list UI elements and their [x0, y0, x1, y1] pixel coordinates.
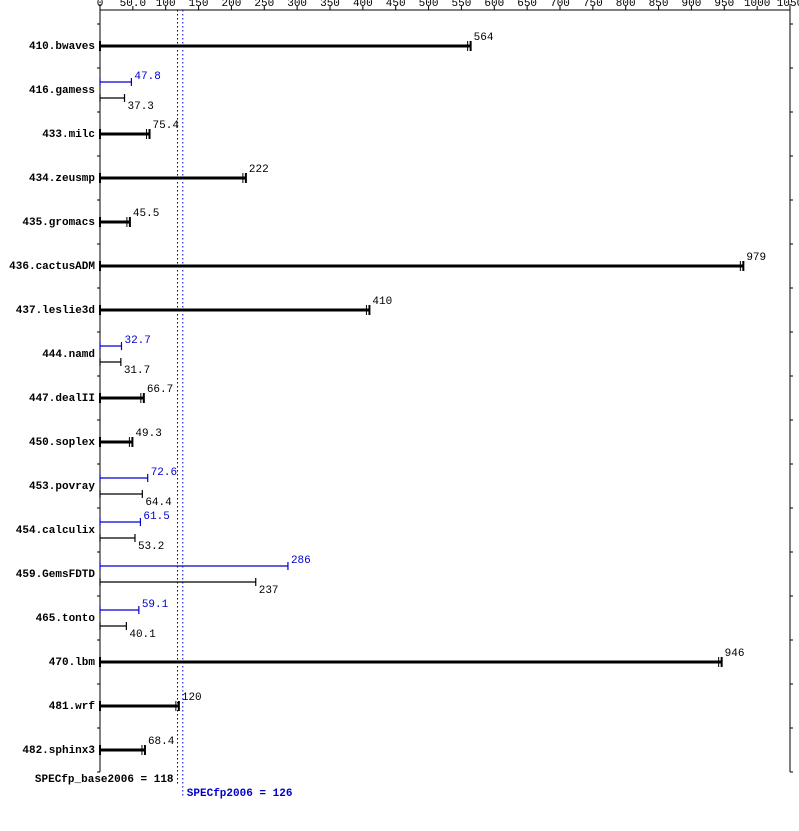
summary-base-label: SPECfp_base2006 = 118 — [35, 774, 174, 786]
base-value-label: 45.5 — [133, 208, 159, 220]
benchmark-label: 482.sphinx3 — [22, 745, 95, 757]
base-value-label: 37.3 — [128, 101, 154, 113]
base-value-label: 40.1 — [129, 629, 156, 641]
x-axis-tick-label: 150 — [189, 0, 209, 10]
x-axis-tick-label: 100 — [156, 0, 176, 10]
base-value-label: 237 — [259, 585, 279, 597]
peak-value-label: 47.8 — [134, 71, 160, 83]
peak-value-label: 286 — [291, 555, 311, 567]
peak-value-label: 59.1 — [142, 599, 169, 611]
x-axis-tick-label: 950 — [714, 0, 734, 10]
x-axis-tick-label: 650 — [517, 0, 537, 10]
base-value-label: 49.3 — [135, 428, 161, 440]
benchmark-label: 433.milc — [42, 129, 95, 141]
base-value-label: 410 — [372, 296, 392, 308]
base-value-label: 564 — [474, 32, 494, 44]
x-axis-tick-label: 750 — [583, 0, 603, 10]
benchmark-label: 434.zeusmp — [29, 173, 95, 185]
peak-value-label: 61.5 — [143, 511, 169, 523]
x-axis-tick-label: 700 — [550, 0, 570, 10]
benchmark-label: 444.namd — [42, 349, 95, 361]
benchmark-label: 416.gamess — [29, 85, 95, 97]
base-value-label: 75.4 — [153, 120, 180, 132]
x-axis-tick-label: 300 — [287, 0, 307, 10]
base-value-label: 946 — [725, 648, 745, 660]
benchmark-label: 450.soplex — [29, 437, 95, 449]
x-axis-tick-label: 600 — [484, 0, 504, 10]
x-axis-tick-label: 400 — [353, 0, 373, 10]
specfp-chart: 0 50.0 100 150 200 250 300 350 400 450 500 550 600 65… — [0, 0, 799, 831]
benchmark-label: 410.bwaves — [29, 41, 95, 53]
x-axis-tick-label: 350 — [320, 0, 340, 10]
benchmark-label: 447.dealII — [29, 393, 95, 405]
x-axis-tick-label: 500 — [419, 0, 439, 10]
benchmark-label: 454.calculix — [16, 525, 96, 537]
x-axis-tick-label: 800 — [616, 0, 636, 10]
x-axis-tick-label: 1000 — [744, 0, 770, 10]
x-axis-tick-label: 200 — [222, 0, 242, 10]
chart-canvas: 0 50.0 100 150 200 250 300 350 400 450 500 550 600 65… — [0, 0, 799, 831]
x-axis-tick-label: 1050 — [777, 0, 799, 10]
benchmark-label: 437.leslie3d — [16, 305, 95, 317]
x-axis-tick-label: 550 — [452, 0, 472, 10]
benchmark-label: 465.tonto — [36, 613, 96, 625]
base-value-label: 222 — [249, 164, 269, 176]
benchmark-label: 470.lbm — [49, 657, 96, 669]
x-axis-tick-label: 850 — [649, 0, 669, 10]
benchmark-label: 453.povray — [29, 481, 95, 493]
base-value-label: 64.4 — [145, 497, 172, 509]
x-axis-tick-label: 50.0 — [120, 0, 146, 10]
benchmark-label: 481.wrf — [49, 701, 96, 713]
x-axis-tick-label: 250 — [254, 0, 274, 10]
x-axis-tick-label: 0 — [97, 0, 104, 10]
peak-value-label: 72.6 — [151, 467, 177, 479]
summary-peak-label: SPECfp2006 = 126 — [187, 788, 293, 800]
x-axis-tick-label: 900 — [682, 0, 702, 10]
peak-value-label: 32.7 — [124, 335, 150, 347]
benchmark-label: 459.GemsFDTD — [16, 569, 96, 581]
base-value-label: 53.2 — [138, 541, 164, 553]
benchmark-label: 436.cactusADM — [9, 261, 95, 273]
base-value-label: 66.7 — [147, 384, 173, 396]
x-axis-tick-label: 450 — [386, 0, 406, 10]
base-value-label: 68.4 — [148, 736, 175, 748]
base-value-label: 979 — [746, 252, 766, 264]
base-value-label: 31.7 — [124, 365, 150, 377]
base-value-label: 120 — [182, 692, 202, 704]
benchmark-label: 435.gromacs — [22, 217, 95, 229]
